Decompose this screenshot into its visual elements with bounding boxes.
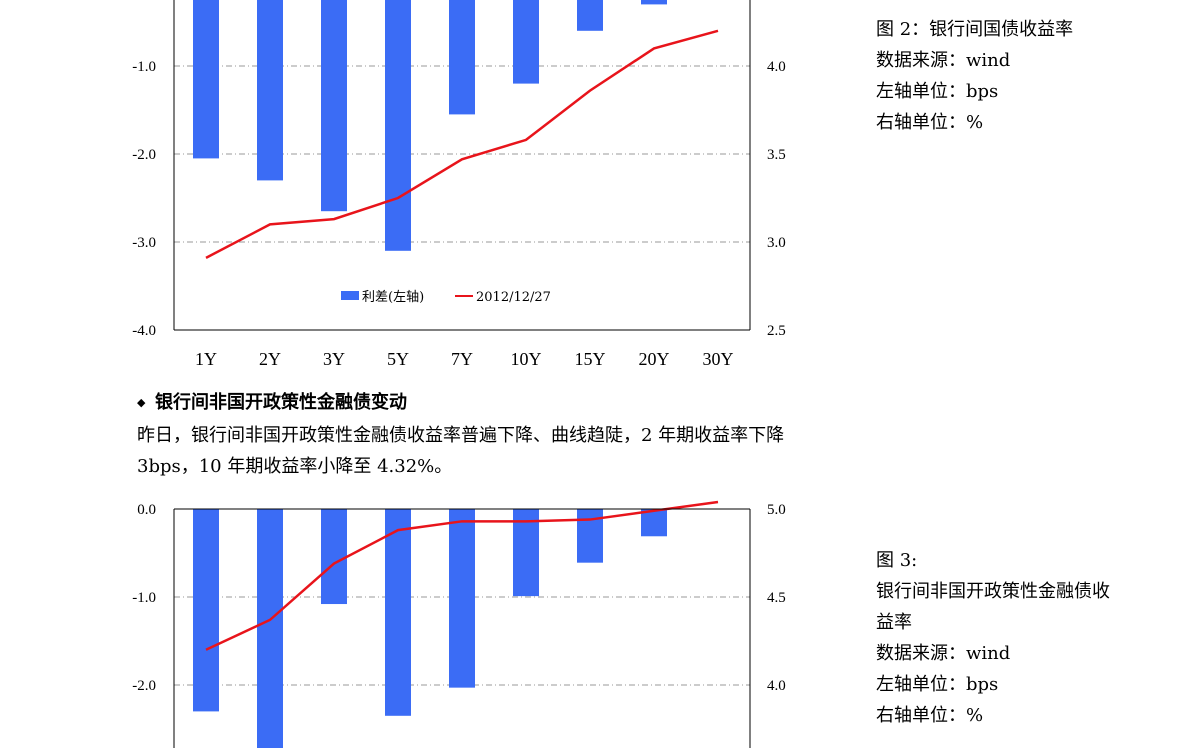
left-tick-label: -2.0 [132,678,156,694]
caption-line: 左轴单位：bps [876,81,999,102]
caption-line: 左轴单位：bps [876,674,999,695]
left-tick-label: -3.0 [132,235,156,251]
bar [385,0,411,251]
caption-line: 图 3: [876,550,918,571]
bar [385,509,411,716]
category-label: 15Y [575,349,606,369]
section-paragraph: 昨日，银行间非国开政策性金融债收益率普遍下降、曲线趋陡，2 年期收益率下降 3b… [137,425,785,477]
right-tick-labels: 5.0 4.5 4.0 [767,502,786,694]
bar [449,0,475,115]
right-tick-label: 2.5 [767,323,786,339]
legend-bar-label: 利差(左轴) [362,290,424,305]
diamond-bullet-icon: ◆ [137,396,146,409]
right-tick-label: 4.0 [767,59,786,75]
caption-line: 图 2：银行间国债收益率 [876,19,1074,40]
category-label: 30Y [703,349,734,369]
yield-line [205,500,719,651]
right-tick-label: 4.5 [767,590,786,606]
bar [577,0,603,31]
left-tick-labels: 0.0 -1.0 -2.0 [132,502,156,694]
category-label: 2Y [259,349,281,369]
right-tick-label: 3.0 [767,235,786,251]
bar-series [193,0,667,251]
category-label: 3Y [323,349,345,369]
right-tick-label: 4.0 [767,678,786,694]
legend-bar-swatch [341,291,359,300]
figure-2-caption: 图 2：银行间国债收益率 数据来源：wind 左轴单位：bps 右轴单位：% [876,14,1073,138]
bar [257,509,283,748]
figure-3-caption: 图 3: 银行间非国开政策性金融债收 益率 数据来源：wind 左轴单位：bps… [876,545,1110,731]
bar [449,509,475,688]
bar [193,509,219,712]
bar-series [193,509,667,748]
left-tick-label: -1.0 [132,59,156,75]
chart-policy-bank-yield: 0.0 -1.0 -2.0 5.0 4.5 4.0 [132,500,786,748]
bar [513,509,539,597]
bar [257,0,283,181]
yield-line [205,29,719,259]
category-label: 5Y [387,349,409,369]
caption-line: 益率 [876,612,912,633]
bar [321,0,347,212]
caption-line: 数据来源：wind [876,643,1011,664]
right-tick-labels: 4.0 3.5 3.0 2.5 [767,59,786,339]
caption-line: 数据来源：wind [876,50,1011,71]
bar [641,0,667,5]
category-label: 20Y [639,349,670,369]
category-label: 7Y [451,349,473,369]
legend-line-label: 2012/12/27 [476,290,551,305]
left-tick-label: -1.0 [132,590,156,606]
right-tick-label: 5.0 [767,502,786,518]
caption-line: 银行间非国开政策性金融债收 [876,581,1110,602]
bar [513,0,539,84]
chart-treasury-yield: -1.0 -2.0 -3.0 -4.0 4.0 3.5 3.0 2.5 1Y 2Y 3Y 5Y 7Y… [132,0,786,369]
caption-line: 右轴单位：% [876,705,984,726]
bar [321,509,347,605]
category-label: 1Y [195,349,217,369]
section-heading-text: 银行间非国开政策性金融债变动 [155,392,407,413]
category-label: 10Y [511,349,542,369]
left-tick-labels: -1.0 -2.0 -3.0 -4.0 [132,59,156,339]
left-tick-label: -4.0 [132,323,156,339]
bar [641,509,667,537]
line-series [205,29,719,259]
right-tick-label: 3.5 [767,147,786,163]
left-tick-label: 0.0 [137,502,156,518]
section-heading: ◆ 银行间非国开政策性金融债变动 [137,388,827,418]
left-tick-label: -2.0 [132,147,156,163]
legend: 利差(左轴) 2012/12/27 [341,290,551,305]
caption-line: 右轴单位：% [876,112,984,133]
bar [193,0,219,159]
line-series [205,500,719,651]
policy-bank-bond-section: ◆ 银行间非国开政策性金融债变动 昨日，银行间非国开政策性金融债收益率普遍下降、曲… [137,388,827,482]
category-labels: 1Y 2Y 3Y 5Y 7Y 10Y 15Y 20Y 30Y [195,349,734,369]
